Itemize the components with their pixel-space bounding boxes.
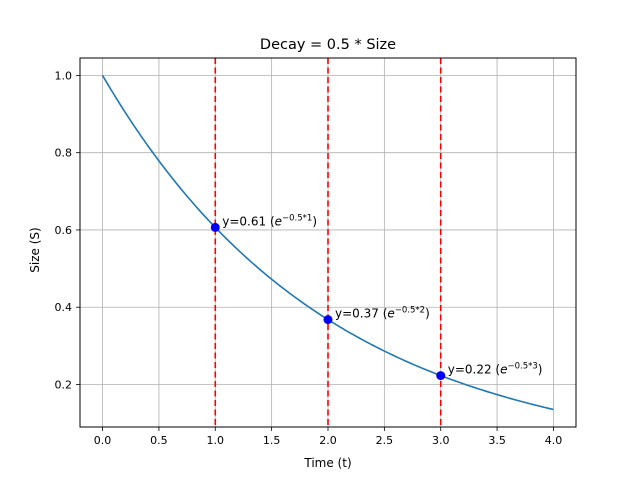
x-tick-label: 0.5 (150, 434, 168, 447)
y-axis-ticks: 0.2 0.4 0.6 0.8 1.0 (55, 69, 80, 391)
marker-point (210, 222, 220, 232)
y-tick-label: 0.2 (55, 378, 73, 391)
x-tick-label: 1.0 (207, 434, 225, 447)
vertical-reference-lines (214, 58, 442, 427)
y-tick-label: 0.8 (55, 147, 73, 160)
y-tick-label: 0.4 (55, 301, 73, 314)
x-tick-label: 3.5 (488, 434, 506, 447)
point-annotation: y=0.61 (e−0.5*1) (222, 213, 317, 228)
y-tick-label: 0.6 (55, 224, 73, 237)
marker-point (323, 315, 333, 325)
point-annotation: y=0.22 (e−0.5*3) (448, 362, 543, 377)
annotations: y=0.61 (e−0.5*1) y=0.37 (e−0.5*2) y=0.22 (… (222, 213, 542, 376)
y-tick-label: 1.0 (55, 69, 73, 82)
chart-title: Decay = 0.5 * Size (260, 37, 396, 53)
x-tick-label: 2.5 (376, 434, 394, 447)
x-tick-label: 4.0 (545, 434, 563, 447)
x-tick-label: 1.5 (263, 434, 281, 447)
marker-points (210, 222, 446, 381)
x-tick-label: 0.0 (94, 434, 112, 447)
point-annotation: y=0.37 (e−0.5*2) (335, 306, 430, 321)
y-axis-label: Size (S) (28, 227, 42, 272)
x-tick-label: 3.0 (432, 434, 450, 447)
x-axis-ticks: 0.0 0.5 1.0 1.5 2.0 2.5 3.0 3.5 4.0 (94, 427, 562, 447)
marker-point (436, 371, 446, 381)
x-tick-label: 2.0 (319, 434, 337, 447)
x-axis-label: Time (t) (303, 456, 351, 470)
